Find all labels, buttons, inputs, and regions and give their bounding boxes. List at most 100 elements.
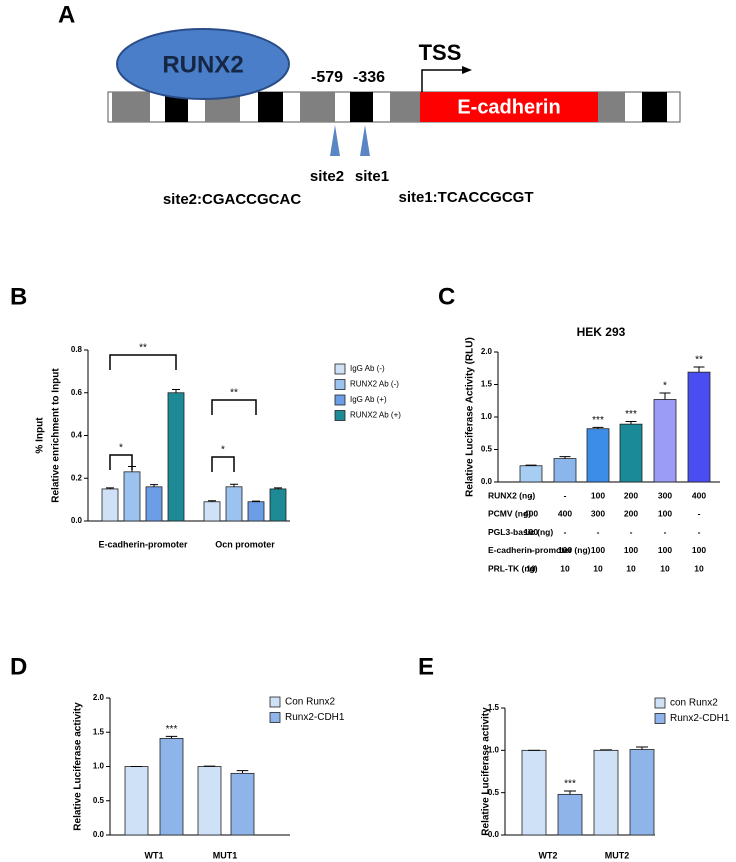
block (165, 92, 188, 122)
table-cell: 300 (658, 490, 672, 500)
table-cell: 10 (694, 563, 704, 573)
block (300, 92, 335, 122)
legend-swatch (334, 394, 346, 406)
table-cell: 200 (624, 490, 638, 500)
bar (269, 488, 287, 522)
table-cell: - (664, 527, 667, 537)
significance-bracket (211, 456, 235, 472)
y-tick-label: 1.0 (488, 745, 500, 754)
panel-label: B (10, 283, 27, 310)
y-tick-label: 1.0 (93, 762, 105, 771)
significance-label: ** (139, 343, 147, 354)
bar (653, 399, 677, 483)
y-tick-label: 1.5 (488, 703, 500, 712)
legend-label: RUNX2 Ab (+) (350, 411, 401, 420)
error-bar (230, 483, 238, 487)
bar (225, 486, 243, 522)
bar (593, 749, 619, 836)
significance-label: * (221, 445, 225, 456)
protein-label: RUNX2 (162, 51, 243, 78)
panel-label: E (418, 653, 434, 680)
significance-label: * (663, 381, 667, 392)
x-tick-label: MUT1 (213, 850, 238, 860)
error-bar (106, 487, 114, 489)
significance-bracket (109, 354, 177, 370)
site-label: site1 (355, 168, 389, 185)
table-cell: 100 (591, 490, 605, 500)
table-row-label: PRL-TK (ng) (488, 563, 538, 573)
significance-label: *** (166, 724, 178, 735)
y-tick-label: 0.5 (481, 445, 493, 454)
table-cell: - (530, 490, 533, 500)
bar (553, 458, 577, 483)
gene-label: E-cadherin (457, 96, 560, 118)
table-cell: - (564, 490, 567, 500)
y-axis-label: Relative enrichment to Input (51, 368, 62, 503)
bar (521, 749, 547, 836)
error-bar (592, 426, 604, 429)
sequence-label: site1:TCACCGCGT (398, 189, 533, 206)
tss-label: TSS (419, 40, 462, 65)
table-cell: 10 (660, 563, 670, 573)
error-bar (165, 735, 178, 739)
panel-label: A (58, 1, 75, 28)
y-axis-label: Relative Luciferase activity (73, 702, 84, 831)
position-label: -579 (311, 69, 343, 86)
legend-label: con Runx2 (670, 698, 718, 709)
y-tick-label: 0.4 (71, 431, 83, 440)
y-tick-label: 1.0 (481, 412, 493, 421)
legend-label: IgG Ab (-) (350, 364, 385, 373)
x-tick-label: E-cadherin-promoter (98, 539, 188, 549)
table-row-label: PCMV (ng) (488, 509, 531, 519)
panel-label: D (10, 653, 27, 680)
bar (687, 371, 711, 483)
protein-ellipse (116, 28, 290, 100)
tss-arrowhead (462, 66, 472, 74)
block (598, 92, 625, 122)
bar (247, 501, 265, 522)
y-tick-label: 0.0 (71, 516, 83, 525)
error-bar (274, 487, 282, 489)
legend-swatch (654, 697, 666, 709)
bar (159, 738, 184, 836)
table-cell: 10 (560, 563, 570, 573)
block (258, 92, 283, 122)
error-bar (208, 500, 216, 502)
error-bar (252, 500, 260, 502)
legend-swatch (654, 713, 666, 724)
block (390, 92, 420, 122)
bar (167, 392, 185, 522)
significance-label: *** (564, 779, 576, 790)
block (350, 92, 373, 122)
error-bar (693, 366, 705, 373)
bar (619, 423, 643, 483)
error-bar (559, 456, 571, 459)
legend-label: Con Runx2 (285, 697, 335, 708)
table-row-label: PGL3-basic (ng) (488, 527, 553, 537)
block (112, 92, 150, 122)
legend-label: Runx2-CDH1 (285, 712, 345, 723)
site-marker (360, 125, 370, 156)
legend-swatch (334, 410, 346, 421)
table-cell: 100 (558, 545, 572, 555)
table-cell: 10 (593, 563, 603, 573)
bar (123, 471, 141, 522)
bar (519, 465, 543, 483)
table-cell: 400 (692, 490, 706, 500)
table-cell: 300 (591, 509, 605, 519)
bar (124, 766, 149, 836)
panel-label: C (438, 283, 455, 310)
significance-bracket (211, 399, 257, 415)
y-tick-label: 0.0 (93, 830, 105, 839)
table-cell: 10 (626, 563, 636, 573)
y-tick-label: 0.0 (481, 477, 493, 486)
significance-label: *** (592, 415, 604, 426)
y-tick-label: 0.0 (488, 830, 500, 839)
table-cell: 100 (624, 545, 638, 555)
table-cell: - (597, 527, 600, 537)
position-label: -336 (353, 69, 385, 86)
error-bar (564, 790, 576, 795)
error-bar (636, 746, 648, 750)
bar (586, 428, 610, 483)
